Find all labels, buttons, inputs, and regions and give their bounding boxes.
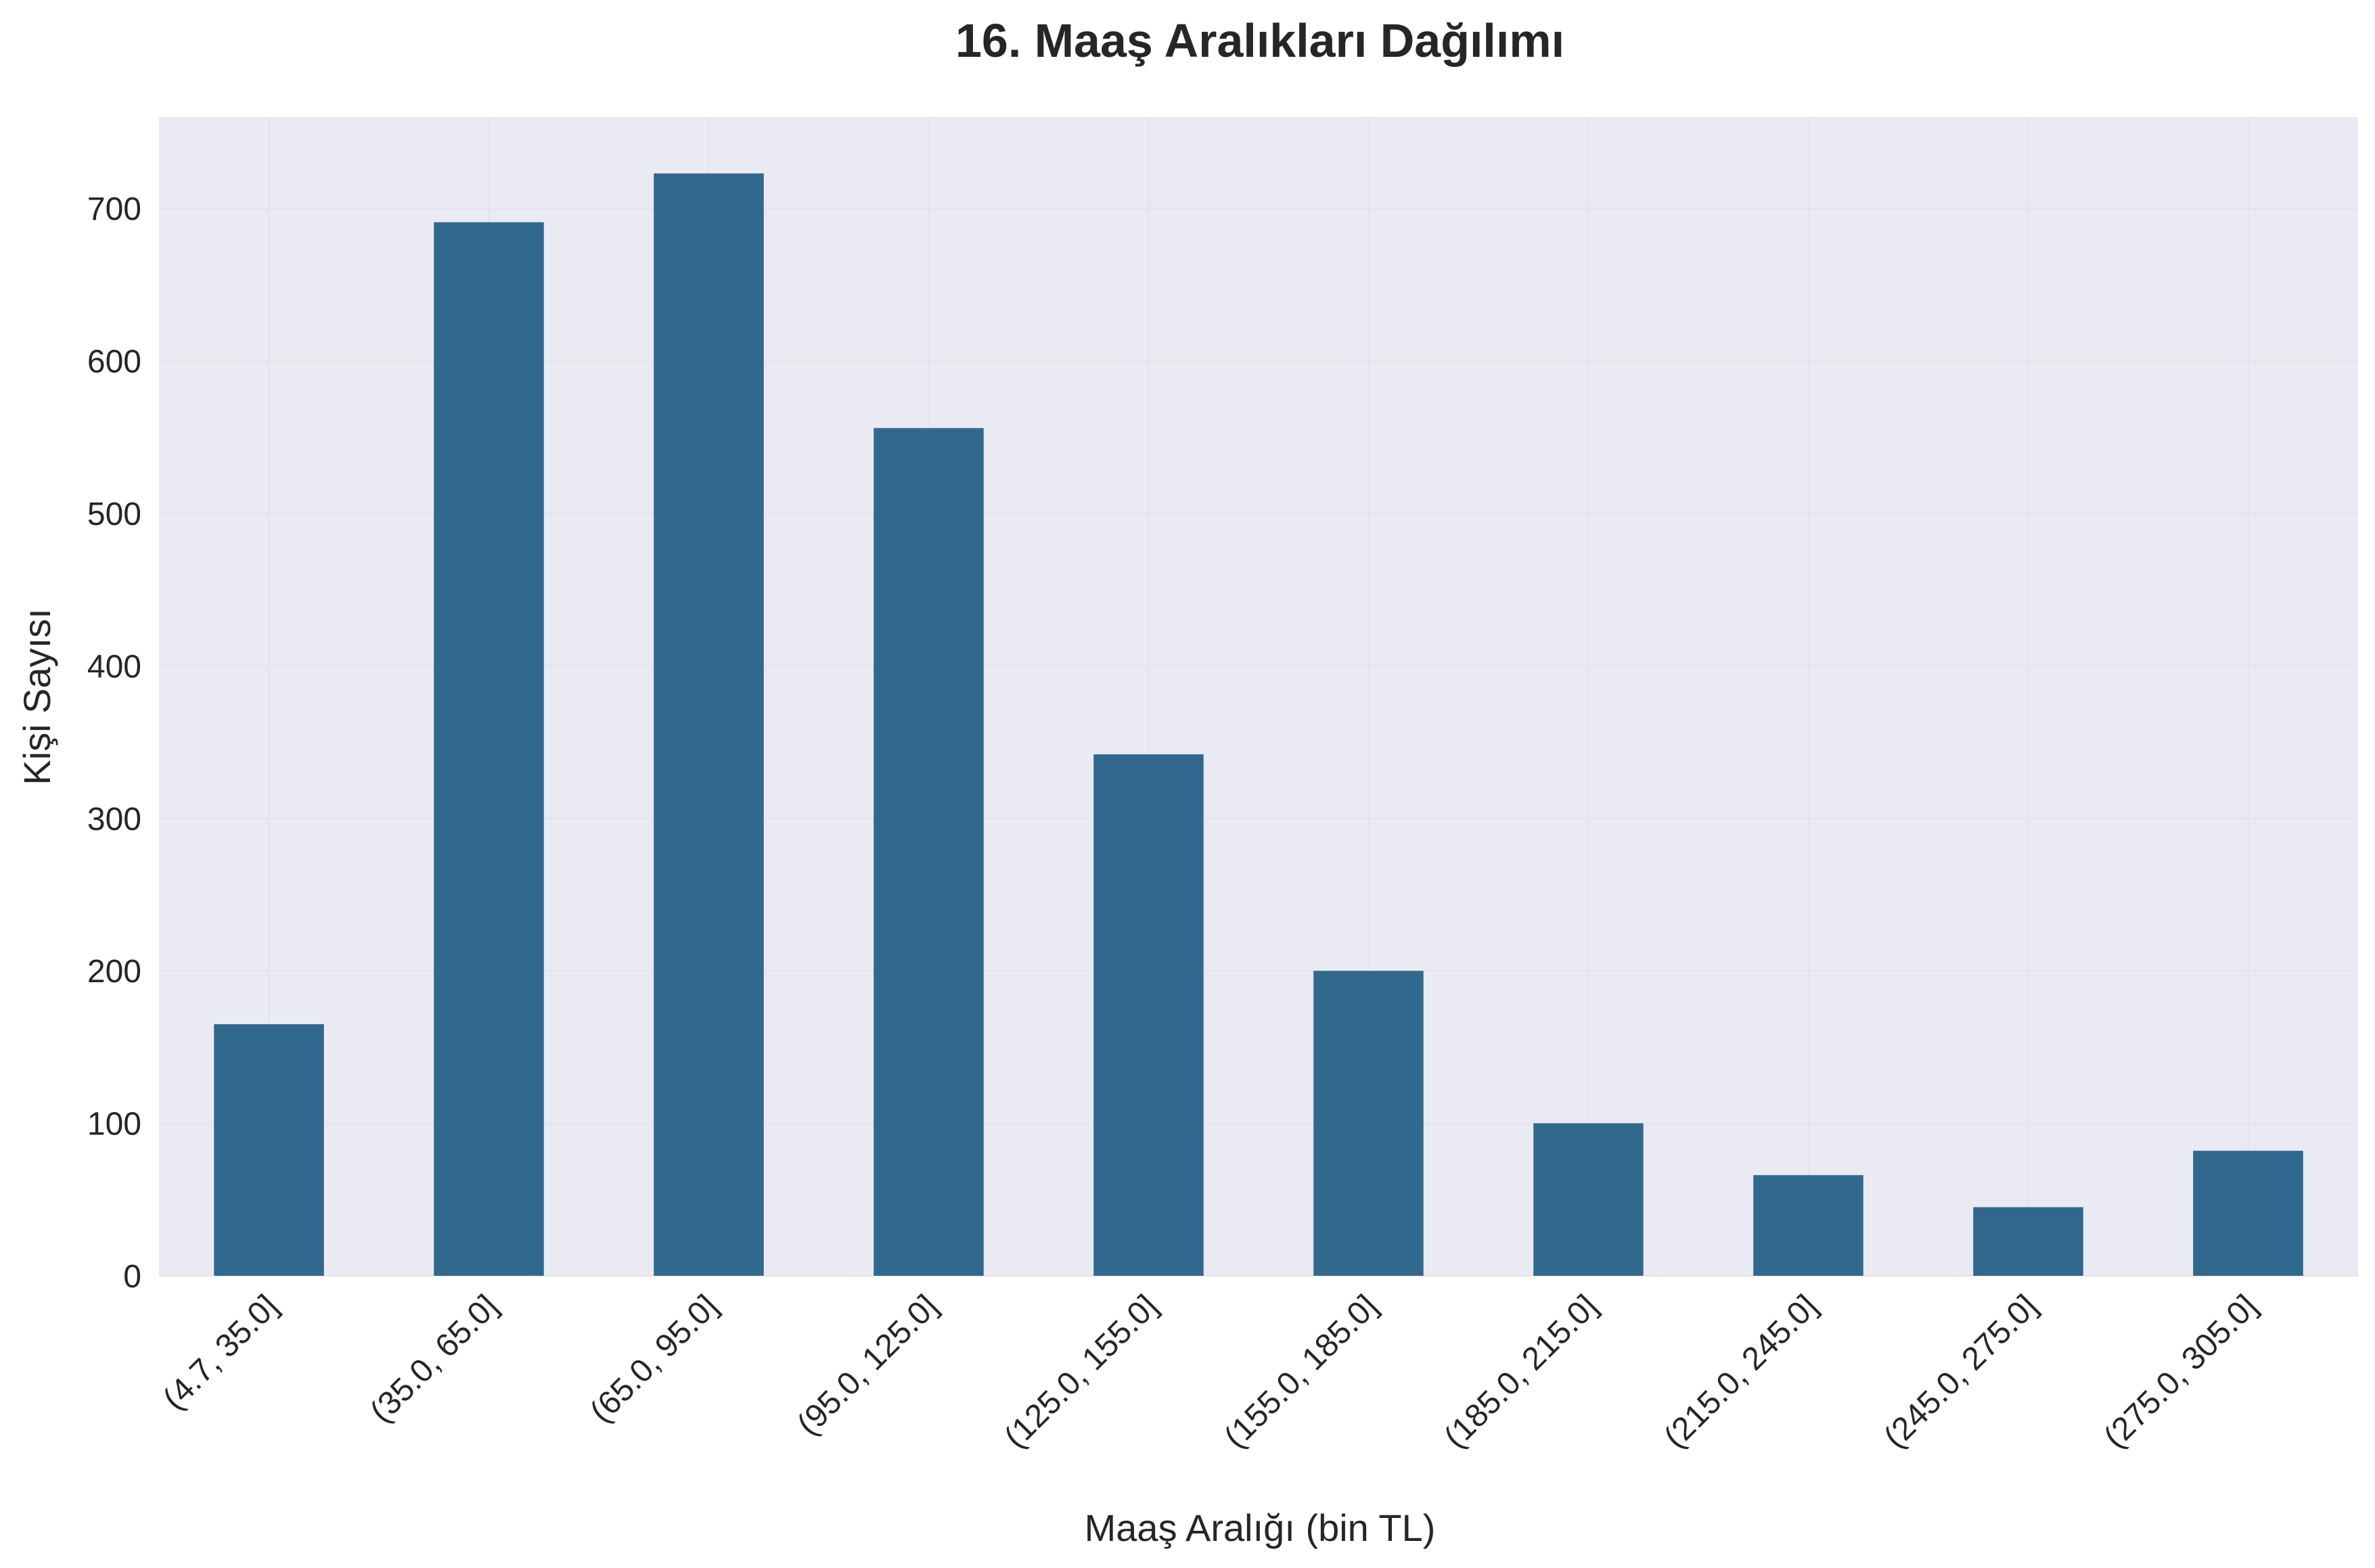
x-tick-label: (125.0, 155.0] — [997, 1288, 1164, 1455]
y-axis-ticks: 0 100 200 300 400 500 600 700 — [87, 191, 141, 1295]
y-axis-label: Kişi Sayısı — [16, 608, 58, 785]
chart-title: 16. Maaş Aralıkları Dağılımı — [955, 14, 1564, 67]
bar — [1093, 754, 1204, 1276]
bar — [214, 1024, 324, 1276]
x-tick-label: (4.7, 35.0] — [156, 1288, 285, 1416]
y-tick-label: 400 — [87, 649, 141, 685]
y-tick-label: 0 — [123, 1259, 141, 1295]
bar — [874, 428, 984, 1276]
x-tick-label: (95.0, 125.0] — [790, 1288, 945, 1442]
bar — [1533, 1123, 1644, 1276]
bar — [2193, 1151, 2303, 1276]
bar — [654, 173, 764, 1276]
y-tick-label: 500 — [87, 497, 141, 532]
bar — [1313, 971, 1424, 1276]
x-tick-label: (245.0, 275.0] — [1877, 1288, 2044, 1455]
x-tick-label: (215.0, 245.0] — [1657, 1288, 1824, 1455]
bar — [1753, 1175, 1863, 1276]
y-tick-label: 600 — [87, 344, 141, 380]
bar — [434, 222, 544, 1276]
bar — [1973, 1207, 2083, 1276]
x-tick-label: (35.0, 65.0] — [363, 1288, 505, 1429]
y-tick-label: 200 — [87, 954, 141, 990]
y-tick-label: 100 — [87, 1107, 141, 1143]
bars — [214, 173, 2303, 1276]
y-tick-label: 700 — [87, 191, 141, 227]
y-tick-label: 300 — [87, 802, 141, 837]
x-axis-label: Maaş Aralığı (bin TL) — [1085, 1506, 1436, 1549]
x-axis-ticks: (4.7, 35.0] (35.0, 65.0] (65.0, 95.0] (95.0… — [156, 1288, 2264, 1455]
x-tick-label: (275.0, 305.0] — [2097, 1288, 2264, 1455]
x-tick-label: (185.0, 215.0] — [1437, 1288, 1604, 1455]
x-tick-label: (65.0, 95.0] — [583, 1288, 725, 1429]
x-tick-label: (155.0, 185.0] — [1217, 1288, 1384, 1455]
